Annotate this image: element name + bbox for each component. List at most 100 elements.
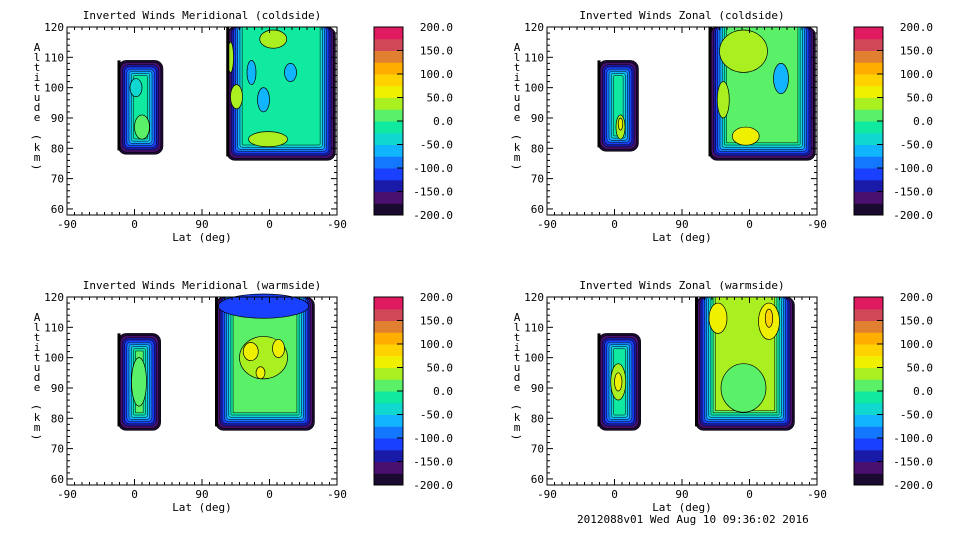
y-axis-label-char: l [34,51,41,64]
colorbar-label: 150.0 [420,45,453,58]
colorbar-band [854,50,883,63]
contour-feature [720,363,767,413]
contour-feature [614,372,623,392]
colorbar-band [374,62,403,75]
colorbar-label: -150.0 [413,456,453,469]
contour-feature [255,366,266,380]
colorbar-band [374,367,403,380]
colorbar-band [374,449,403,462]
colorbar-band [854,414,883,427]
x-tick-label: 0 [746,218,753,231]
y-tick-label: 80 [51,142,64,155]
colorbar-band [374,179,403,192]
y-axis-label-char: t [34,331,41,344]
contour-feature [129,78,143,98]
colorbar-band [374,473,403,486]
y-tick-label: 90 [531,112,544,125]
y-tick-label: 70 [51,173,64,186]
colorbar-band [854,27,883,40]
colorbar-band [374,168,403,181]
colorbar-band [374,121,403,134]
y-axis-label-char: e [514,381,521,394]
y-axis-label-char: t [34,351,41,364]
contour-feature [257,87,270,113]
colorbar-band [374,191,403,204]
y-tick-label: 100 [44,82,64,95]
colorbar-band [854,297,883,310]
panel-3: Inverted Winds Zonal (warmside) 60 70 80 90 1… [510,279,933,514]
colorbar-label: -200.0 [893,209,933,222]
y-axis-label-char: t [514,351,521,364]
colorbar-label: 200.0 [900,291,933,304]
colorbar-band [854,179,883,192]
y-axis-label-char: u [34,361,41,374]
panel-1: Inverted Winds Zonal (coldside) 60 70 80 90 1… [510,9,933,244]
y-tick-label: 100 [524,352,544,365]
colorbar-band [374,379,403,392]
contour-feature [246,60,257,85]
colorbar-band [854,402,883,415]
y-tick-label: 100 [524,82,544,95]
contour-feature [259,29,288,49]
y-axis-label-char: ( [30,134,43,141]
y-tick-label: 90 [51,382,64,395]
contour-feature [248,131,288,148]
y-axis-label-char: i [514,341,521,354]
y-axis-label-char: ( [510,134,523,141]
y-axis-label-char: A [514,41,521,54]
colorbar-label: 150.0 [900,315,933,328]
contour-feature [230,84,243,110]
colorbar-band [374,74,403,87]
colorbar-band [854,367,883,380]
colorbar-band [374,461,403,474]
y-tick-label: 60 [51,473,64,486]
y-axis-label-char: ( [30,404,43,411]
x-tick-label: -90 [807,488,827,501]
x-axis-label: Lat (deg) [172,231,232,244]
colorbar-band [374,308,403,321]
contour-feature [617,117,624,131]
colorbar-band [854,121,883,134]
colorbar-label: 50.0 [907,362,934,375]
y-axis-label-char: A [34,41,41,54]
y-axis-label-char: i [514,71,521,84]
y-tick-label: 70 [51,443,64,456]
y-tick-label: 120 [44,291,64,304]
colorbar-label: 0.0 [913,115,933,128]
colorbar-band [854,191,883,204]
colorbar-band [374,132,403,145]
y-axis-label-char: i [34,71,41,84]
x-axis-label: Lat (deg) [652,501,712,514]
y-tick-label: 120 [44,21,64,34]
colorbar-band [854,144,883,157]
y-tick-label: 80 [531,412,544,425]
y-axis-label-char: ) [510,434,523,441]
x-tick-label: 0 [131,218,138,231]
colorbar-label: -50.0 [900,409,933,422]
colorbar-band [854,203,883,216]
x-tick-label: -90 [537,488,557,501]
x-tick-label: -90 [807,218,827,231]
y-axis-label-char: l [514,321,521,334]
chart-title: Inverted Winds Zonal (warmside) [579,279,784,292]
contour-feature [131,357,147,407]
y-axis-label-char: k [514,411,521,424]
colorbar-band [854,426,883,439]
colorbar-label: -150.0 [893,456,933,469]
x-tick-label: 0 [266,488,273,501]
y-axis-label-char: t [34,81,41,94]
colorbar-label: -100.0 [893,432,933,445]
colorbar-label: -200.0 [413,209,453,222]
y-tick-label: 60 [531,203,544,216]
colorbar-band [374,426,403,439]
y-axis-label-char: k [514,141,521,154]
x-tick-label: 90 [675,218,688,231]
colorbar-band [374,355,403,368]
x-tick-label: 0 [611,218,618,231]
contour-feature [708,302,728,334]
colorbar-band [854,332,883,345]
contour-feature [773,63,789,95]
y-axis-label-char: m [514,151,521,164]
x-tick-label: -90 [537,218,557,231]
colorbar-band [854,308,883,321]
